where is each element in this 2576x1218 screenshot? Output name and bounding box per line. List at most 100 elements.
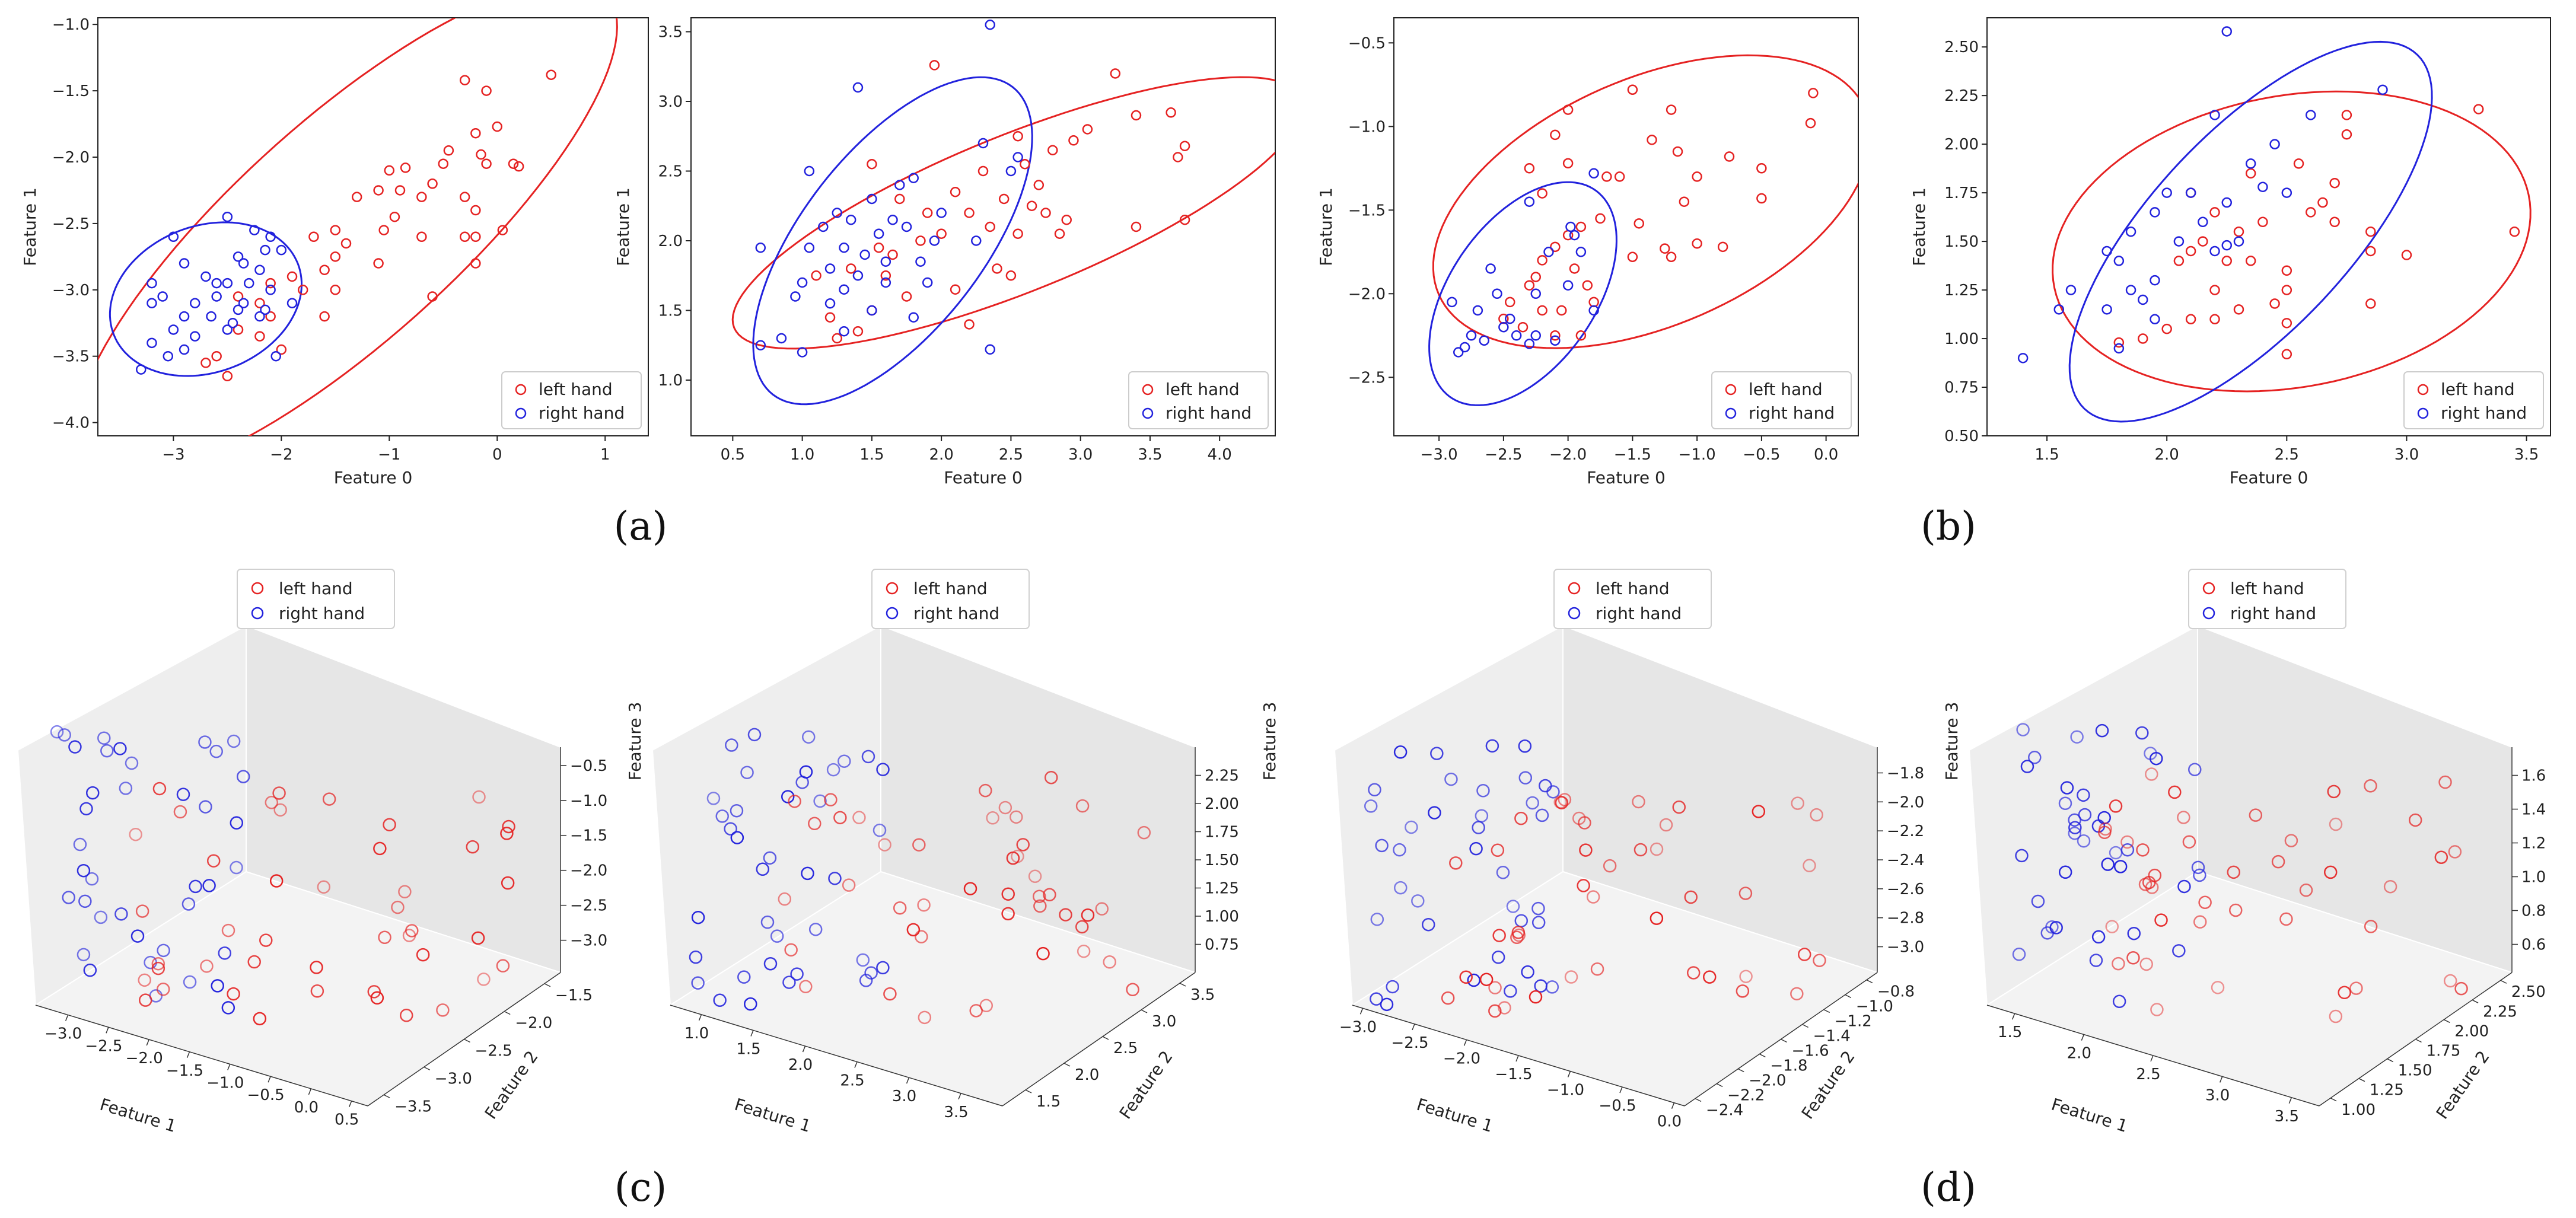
legend-label: left hand	[913, 579, 988, 598]
x-tick-label: −0.5	[247, 1086, 285, 1104]
x-tick	[2219, 1076, 2223, 1083]
left-hand-point	[200, 959, 214, 973]
right-hand-point	[859, 249, 870, 260]
y-axis-label: Feature 1	[1909, 187, 1929, 266]
z-axis-label: Feature 3	[625, 702, 645, 781]
right-hand-point	[286, 298, 298, 308]
left-hand-point	[400, 162, 411, 173]
left-hand-point	[1033, 899, 1047, 913]
left-hand-point	[1036, 946, 1050, 961]
right-hand-point	[2281, 187, 2292, 198]
x-tick	[2150, 1055, 2154, 1062]
legend-label: right hand	[2230, 604, 2316, 623]
right-hand-point	[1504, 984, 1517, 998]
caption-b: (b)	[1921, 503, 1976, 549]
right-hand-ellipse	[109, 221, 303, 377]
x-tick-label: −1.5	[1614, 446, 1651, 464]
right-hand-ellipse	[752, 76, 1033, 406]
right-hand-point	[233, 304, 244, 315]
left-hand-point	[1028, 869, 1042, 884]
y-tick-label: −0.5	[1348, 34, 1386, 52]
x-tick	[750, 1030, 754, 1037]
x-tick	[348, 1101, 352, 1107]
right-hand-point	[1394, 881, 1408, 895]
right-hand-point	[763, 956, 778, 971]
left-hand-point	[476, 149, 486, 160]
right-hand-point	[1411, 894, 1425, 908]
legend: left hand right hand	[1553, 569, 1712, 629]
right-hand-point	[894, 180, 905, 190]
y-tick-label: −2.0	[1749, 1072, 1786, 1090]
legend-label: left hand	[1749, 380, 1823, 399]
left-hand-point	[1791, 796, 1804, 810]
y-tick-label: 2.50	[1944, 39, 1979, 56]
left-hand-point	[2257, 216, 2268, 228]
right-hand-point	[136, 364, 147, 375]
right-hand-point	[2173, 236, 2185, 247]
right-hand-point	[776, 333, 787, 344]
left-hand-point	[2364, 779, 2377, 793]
legend-right-marker	[2202, 607, 2215, 620]
right-hand-point	[691, 910, 705, 924]
left-hand-point	[1026, 200, 1037, 211]
right-hand-point	[1485, 263, 1496, 274]
left-hand-point	[470, 231, 481, 243]
right-hand-point	[876, 763, 890, 776]
left-hand-point	[2271, 854, 2285, 869]
x-tick-label: −1	[378, 446, 400, 464]
left-hand-point	[977, 165, 989, 177]
right-hand-point	[270, 350, 281, 362]
right-hand-point	[78, 894, 92, 908]
left-hand-point	[138, 973, 151, 987]
left-hand-point	[964, 319, 975, 330]
x-tick-label: 1.5	[736, 1041, 760, 1058]
legend-box	[237, 569, 395, 629]
x-tick	[186, 1051, 190, 1058]
left-hand-point	[481, 85, 492, 96]
y-tick	[2358, 1078, 2365, 1082]
right-hand-point	[867, 193, 877, 205]
left-hand-point	[427, 291, 438, 302]
right-hand-point	[861, 750, 875, 764]
right-hand-point	[856, 953, 870, 967]
y-tick-label: −0.8	[1877, 983, 1915, 1001]
right-hand-point	[2221, 197, 2233, 208]
left-hand-point	[254, 331, 265, 342]
left-hand-point	[1575, 330, 1587, 341]
right-hand-point	[227, 318, 238, 329]
scatter-chart-1: −3 −2 −1 0 1 −4.0 −3.5 −3.0 −2.5 −2.0 −1.5 −1.0 Feat…	[20, 16, 649, 487]
right-hand-point	[1375, 838, 1389, 853]
y-tick-label: −1.5	[555, 987, 593, 1005]
left-hand-point	[151, 956, 165, 971]
left-hand-point	[2136, 843, 2150, 857]
left-hand-point	[2329, 216, 2340, 228]
left-hand-point	[319, 311, 330, 322]
right-hand-point	[2245, 158, 2256, 169]
left-hand-point	[2173, 256, 2185, 266]
y-tick-label: 1.5	[658, 302, 683, 320]
right-hand-point	[222, 211, 233, 222]
left-hand-point	[778, 892, 792, 906]
y-tick-label: −2.4	[1706, 1102, 1743, 1120]
legend-label: right hand	[1749, 403, 1835, 423]
left-hand-point	[513, 161, 524, 172]
right-hand-point	[211, 291, 222, 302]
right-hand-point	[2198, 216, 2208, 228]
x-axis-label: Feature 0	[1587, 468, 1666, 487]
x-tick-label: 2.5	[840, 1072, 864, 1090]
x-tick-label: −3	[162, 446, 184, 464]
left-hand-point	[1005, 270, 1017, 281]
right-hand-point	[230, 816, 244, 830]
right-hand-point	[782, 975, 796, 989]
right-hand-point	[2161, 187, 2172, 198]
right-hand-point	[737, 970, 751, 984]
y-tick-label: 3.0	[658, 93, 683, 111]
left-hand-point	[470, 127, 481, 139]
left-hand-point	[2198, 236, 2208, 247]
points	[2012, 723, 2468, 1023]
right-hand-ellipse	[2068, 40, 2433, 423]
y-tick	[1716, 1083, 1723, 1088]
right-hand-point	[2209, 110, 2220, 120]
left-hand-point	[917, 898, 931, 912]
x-tick	[2011, 1013, 2015, 1020]
